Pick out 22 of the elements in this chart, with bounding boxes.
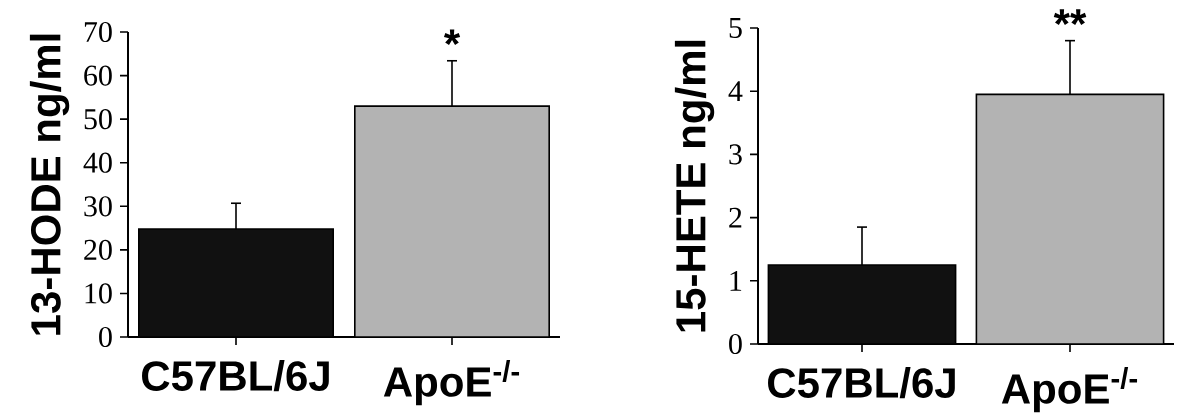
x-tick-label: ApoE$^{-/-}$: [1001, 367, 1138, 413]
y-tick-label: 10: [85, 283, 112, 304]
annotation: **: [1053, 9, 1087, 25]
y-tick-label: 50: [84, 109, 112, 130]
y-tick-label: 70: [84, 21, 112, 43]
y-tick-label: 30: [84, 196, 112, 217]
y-tick-label: 60: [84, 65, 112, 86]
x-tick-label: C57BL/6J: [768, 367, 955, 399]
y-tick-label: 2: [729, 207, 742, 228]
y-tick-label: 20: [84, 239, 112, 260]
y-axis-title: 15-HETE ng/ml: [674, 40, 715, 332]
x-tick-label: C57BL/6J: [142, 360, 329, 392]
x-tick-label: ApoE$^{-/-}$: [383, 360, 520, 406]
y-tick-label: 3: [729, 144, 742, 165]
y-tick-label: 0: [99, 326, 112, 348]
y-tick-label: 0: [729, 333, 742, 355]
annotation: *: [443, 29, 461, 46]
y-axis-title: 13-HODE ng/ml: [29, 34, 70, 335]
y-tick-label: 5: [729, 18, 742, 38]
y-tick-label: 40: [83, 152, 112, 173]
y-tick-label: 4: [728, 81, 743, 102]
y-tick-label: 1: [730, 270, 742, 291]
